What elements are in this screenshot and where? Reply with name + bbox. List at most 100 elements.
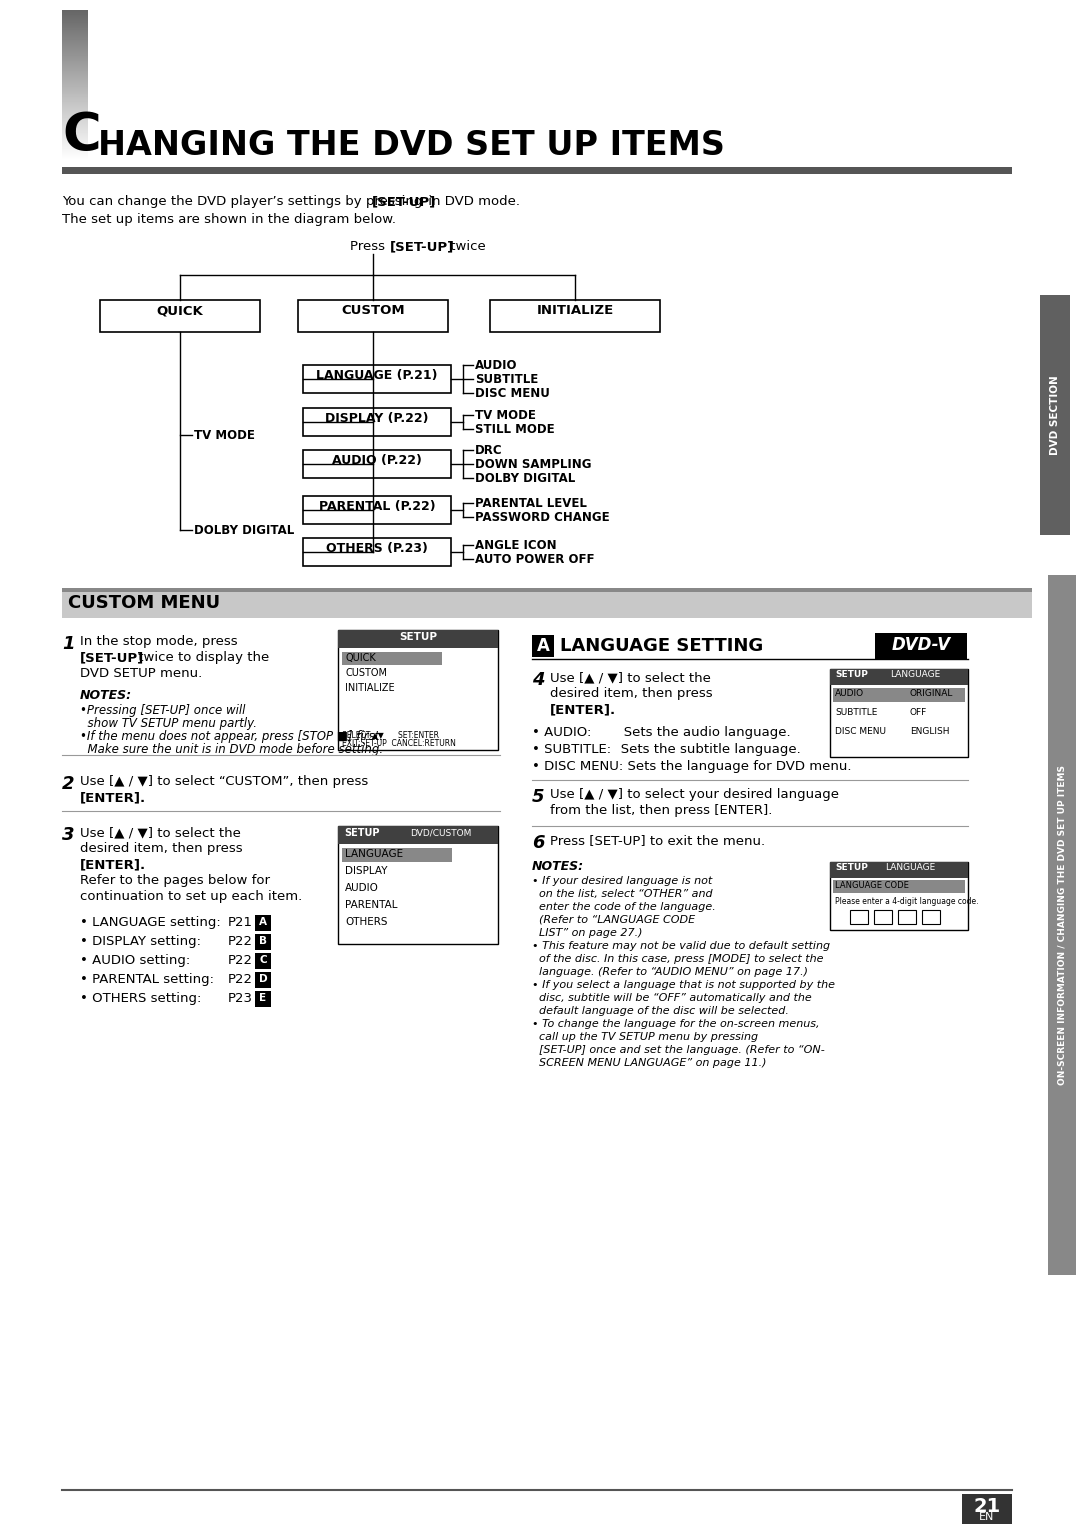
Bar bbox=[303, 497, 451, 524]
Text: QUICK: QUICK bbox=[157, 304, 203, 316]
Text: DOWN SAMPLING: DOWN SAMPLING bbox=[475, 458, 592, 471]
Text: Sets the audio language.: Sets the audio language. bbox=[594, 726, 791, 740]
Text: • LANGUAGE setting:: • LANGUAGE setting: bbox=[80, 915, 220, 929]
Bar bbox=[338, 630, 498, 750]
Text: In the stop mode, press: In the stop mode, press bbox=[80, 636, 238, 648]
Text: 5: 5 bbox=[532, 788, 544, 805]
Bar bbox=[490, 299, 660, 332]
Text: ANGLE ICON: ANGLE ICON bbox=[475, 539, 556, 552]
Text: LANGUAGE (P.21): LANGUAGE (P.21) bbox=[316, 368, 437, 382]
Text: HANGING THE DVD SET UP ITEMS: HANGING THE DVD SET UP ITEMS bbox=[98, 128, 725, 162]
Text: P23: P23 bbox=[228, 992, 253, 1005]
Text: E: E bbox=[259, 993, 267, 1002]
Text: PARENTAL LEVEL: PARENTAL LEVEL bbox=[475, 497, 586, 510]
Bar bbox=[255, 953, 271, 969]
Text: DVD SECTION: DVD SECTION bbox=[1050, 376, 1059, 455]
Text: continuation to set up each item.: continuation to set up each item. bbox=[80, 889, 302, 903]
Text: Use [▲ / ▼] to select “CUSTOM”, then press: Use [▲ / ▼] to select “CUSTOM”, then pre… bbox=[80, 775, 368, 788]
Text: twice: twice bbox=[446, 240, 486, 254]
Text: disc, subtitle will be “OFF” automatically and the: disc, subtitle will be “OFF” automatical… bbox=[532, 993, 812, 1002]
Bar bbox=[962, 1494, 1012, 1523]
Text: OFF: OFF bbox=[910, 707, 928, 717]
Text: Press [SET-UP] to exit the menu.: Press [SET-UP] to exit the menu. bbox=[550, 834, 765, 847]
Text: in DVD mode.: in DVD mode. bbox=[424, 196, 519, 208]
Bar bbox=[1048, 575, 1076, 1274]
Text: Refer to the pages below for: Refer to the pages below for bbox=[80, 874, 270, 886]
Text: AUDIO: AUDIO bbox=[475, 359, 517, 371]
Text: Make sure the unit is in DVD mode before setting.: Make sure the unit is in DVD mode before… bbox=[80, 743, 383, 756]
Text: 3: 3 bbox=[62, 827, 75, 843]
Text: A: A bbox=[537, 637, 550, 656]
Bar bbox=[255, 992, 271, 1007]
Text: C: C bbox=[62, 110, 100, 162]
Bar bbox=[303, 408, 451, 435]
Bar bbox=[922, 911, 940, 924]
Bar bbox=[897, 911, 916, 924]
Text: DISC MENU: DISC MENU bbox=[475, 387, 550, 400]
Text: [SET-UP]: [SET-UP] bbox=[390, 240, 455, 254]
Text: D: D bbox=[259, 973, 268, 984]
Text: [SET-UP]: [SET-UP] bbox=[372, 196, 436, 208]
Text: DISPLAY: DISPLAY bbox=[345, 866, 388, 876]
Text: • PARENTAL setting:: • PARENTAL setting: bbox=[80, 973, 214, 986]
Text: EXIT:SET-UP  CANCEL:RETURN: EXIT:SET-UP CANCEL:RETURN bbox=[342, 740, 456, 749]
Text: INITIALIZE: INITIALIZE bbox=[345, 683, 394, 694]
Text: NOTES:: NOTES: bbox=[532, 860, 584, 872]
Text: of the disc. In this case, press [MODE] to select the: of the disc. In this case, press [MODE] … bbox=[532, 953, 824, 964]
Bar bbox=[338, 630, 498, 648]
Text: OTHERS (P.23): OTHERS (P.23) bbox=[326, 542, 428, 555]
Text: LANGUAGE: LANGUAGE bbox=[345, 850, 403, 859]
Bar bbox=[831, 669, 968, 685]
Text: B: B bbox=[259, 937, 267, 946]
Text: SETUP: SETUP bbox=[345, 828, 379, 837]
Text: 2: 2 bbox=[62, 775, 75, 793]
Text: Please enter a 4-digit language code.: Please enter a 4-digit language code. bbox=[835, 897, 978, 906]
Text: P21: P21 bbox=[228, 915, 253, 929]
Text: INITIALIZE: INITIALIZE bbox=[537, 304, 613, 316]
Text: DRC: DRC bbox=[475, 445, 502, 457]
Text: DVD SETUP menu.: DVD SETUP menu. bbox=[80, 668, 202, 680]
Text: ON-SCREEN INFORMATION / CHANGING THE DVD SET UP ITEMS: ON-SCREEN INFORMATION / CHANGING THE DVD… bbox=[1057, 766, 1067, 1085]
Text: NOTES:: NOTES: bbox=[80, 689, 132, 701]
Text: OTHERS: OTHERS bbox=[345, 917, 388, 927]
Bar bbox=[100, 299, 260, 332]
Text: SUBTITLE: SUBTITLE bbox=[835, 707, 877, 717]
Text: • AUDIO setting:: • AUDIO setting: bbox=[80, 953, 190, 967]
Text: SUBTITLE: SUBTITLE bbox=[475, 373, 538, 387]
Text: • To change the language for the on-screen menus,: • To change the language for the on-scre… bbox=[532, 1019, 820, 1028]
Text: TV MODE: TV MODE bbox=[475, 410, 536, 422]
Bar bbox=[303, 451, 451, 478]
Bar bbox=[255, 934, 271, 950]
Text: Use [▲ / ▼] to select the: Use [▲ / ▼] to select the bbox=[80, 827, 241, 839]
Text: ENGLISH: ENGLISH bbox=[910, 727, 949, 736]
Text: desired item, then press: desired item, then press bbox=[550, 688, 713, 700]
Bar bbox=[831, 669, 968, 756]
Bar bbox=[833, 880, 966, 892]
Text: 6: 6 bbox=[532, 834, 544, 853]
Text: • OTHERS setting:: • OTHERS setting: bbox=[80, 992, 201, 1005]
Text: STILL MODE: STILL MODE bbox=[475, 423, 555, 435]
Text: • If your desired language is not: • If your desired language is not bbox=[532, 876, 712, 886]
Text: TV MODE: TV MODE bbox=[194, 429, 255, 442]
Text: A: A bbox=[259, 917, 267, 927]
Bar bbox=[833, 688, 966, 701]
Text: LANGUAGE: LANGUAGE bbox=[890, 669, 941, 678]
Bar bbox=[831, 862, 968, 931]
Text: ORIGINAL: ORIGINAL bbox=[910, 689, 954, 698]
Text: • DISPLAY setting:: • DISPLAY setting: bbox=[80, 935, 201, 947]
Bar bbox=[874, 911, 892, 924]
Text: CUSTOM: CUSTOM bbox=[341, 304, 405, 316]
Text: PARENTAL: PARENTAL bbox=[345, 900, 397, 911]
Text: AUDIO (P.22): AUDIO (P.22) bbox=[332, 454, 422, 468]
Text: QUICK: QUICK bbox=[345, 652, 376, 663]
Bar bbox=[62, 591, 1032, 617]
Text: (Refer to “LANGUAGE CODE: (Refer to “LANGUAGE CODE bbox=[532, 915, 696, 924]
Text: DVD-V: DVD-V bbox=[891, 636, 950, 654]
Text: • This feature may not be valid due to default setting: • This feature may not be valid due to d… bbox=[532, 941, 831, 950]
Text: [SET-UP] once and set the language. (Refer to “ON-: [SET-UP] once and set the language. (Ref… bbox=[532, 1045, 825, 1054]
Text: • AUDIO:: • AUDIO: bbox=[532, 726, 592, 740]
Text: LANGUAGE: LANGUAGE bbox=[885, 863, 935, 872]
Bar bbox=[303, 538, 451, 565]
Text: • DISC MENU: Sets the language for DVD menu.: • DISC MENU: Sets the language for DVD m… bbox=[532, 759, 851, 773]
Bar bbox=[831, 862, 968, 879]
